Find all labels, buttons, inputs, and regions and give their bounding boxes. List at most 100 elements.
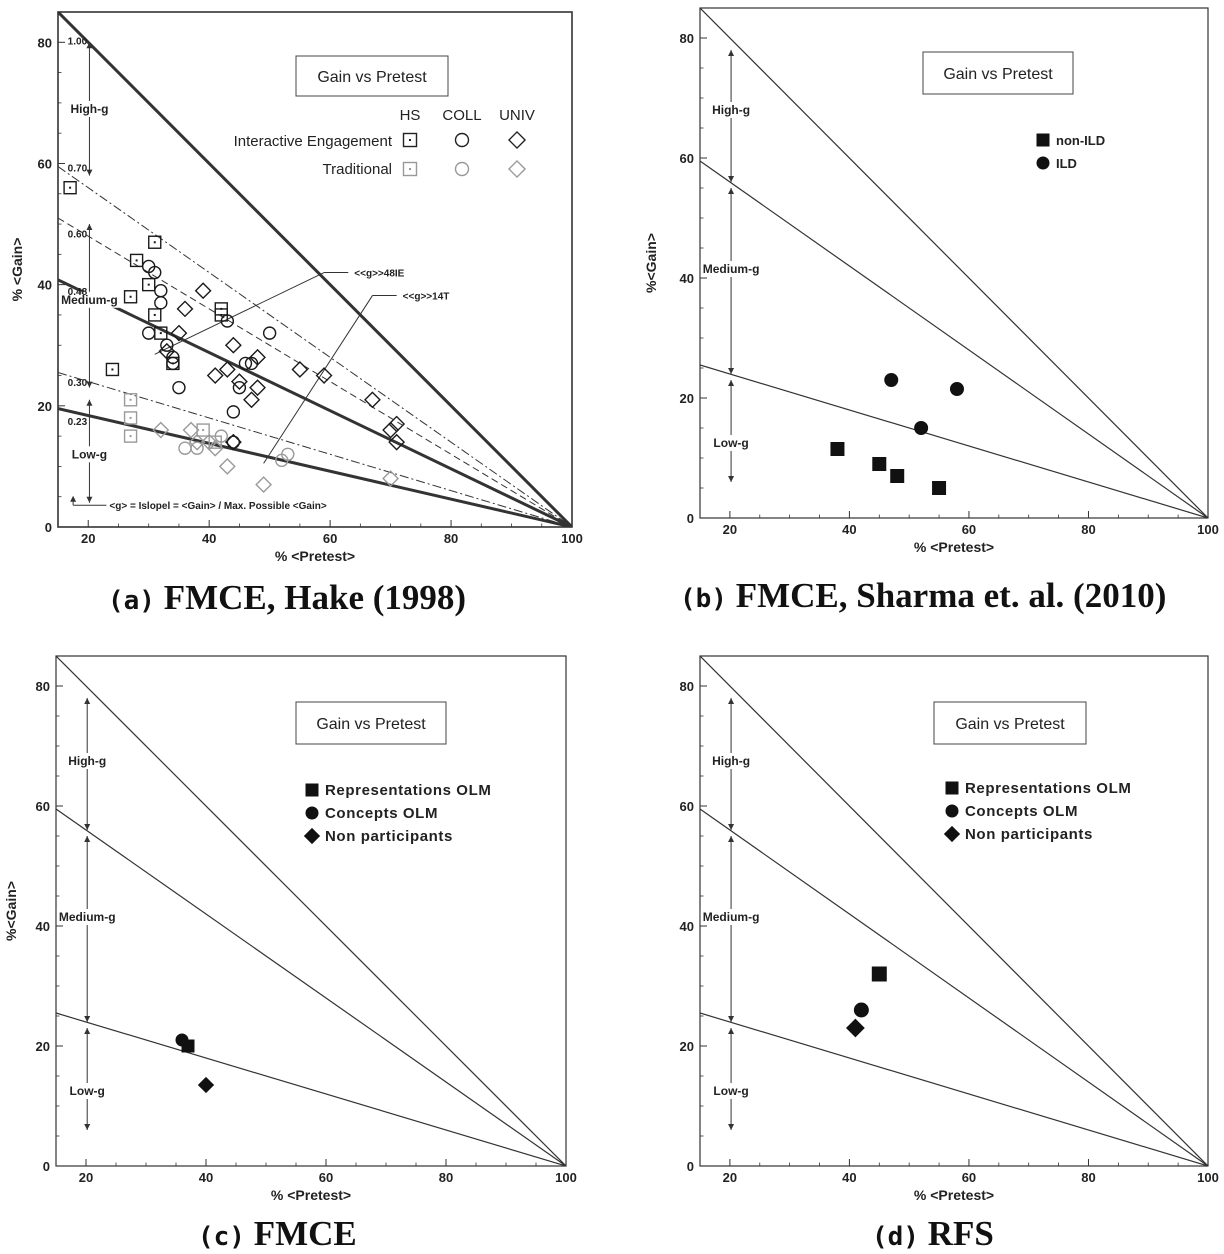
band-arrow-medium-head xyxy=(86,224,93,231)
x-axis-label: % <Pretest> xyxy=(271,1187,351,1203)
y-axis-label: %<Gain> xyxy=(3,881,19,941)
band-arrow-high-head xyxy=(728,698,735,704)
y-tick-label: 40 xyxy=(36,919,50,934)
point-interactive-engagement-coll xyxy=(142,326,156,340)
plot-frame xyxy=(699,655,1209,1167)
y-tick-label: 40 xyxy=(680,919,694,934)
band-label-low: Low-g xyxy=(70,1084,105,1098)
plot-group: 20 40 60 80 100 0 20 40 60 80 % <Pretest> %<Gain> Hi… xyxy=(3,655,577,1203)
point-interactive-engagement-hs-dot xyxy=(159,332,162,335)
plot-frame xyxy=(699,7,1209,519)
band-arrow-high-head xyxy=(84,698,91,704)
g-line xyxy=(56,656,566,1166)
point-interactive-engagement-univ xyxy=(249,379,266,397)
plot-group: 20 40 60 80 100 0 20 40 60 80 % <Pretest> % <Gain> H… xyxy=(9,11,583,564)
point-traditional-coll xyxy=(281,447,295,461)
y-tick-label: 60 xyxy=(680,799,694,814)
y-tick-label: 0 xyxy=(687,511,694,526)
caption-b: (b) FMCE, Sharma et. al. (2010) xyxy=(680,576,1166,616)
x-tick-label: 20 xyxy=(81,531,95,546)
x-tick-label: 60 xyxy=(962,1170,976,1185)
point-interactive-engagement-coll xyxy=(166,350,180,365)
point-interactive-engagement-coll xyxy=(262,326,277,340)
band-arrow-medium-head xyxy=(86,381,93,388)
annotation-leader-48 xyxy=(154,272,325,355)
y-axis-label: % <Gain> xyxy=(9,238,25,302)
band-label-high: High-g xyxy=(712,103,750,117)
slope-note-arrowhead xyxy=(70,495,77,502)
y-tick-label: 20 xyxy=(38,399,52,414)
point-non-participants xyxy=(846,1018,865,1038)
g-line xyxy=(700,808,1208,1166)
band-arrow-low-head xyxy=(728,476,735,482)
y-tick-label: 0 xyxy=(687,1159,694,1174)
annotation-g48: <<g>>48IE xyxy=(354,269,404,280)
y-tick-label: 40 xyxy=(38,278,52,293)
legend-marker-non-participants xyxy=(303,827,321,845)
y-tick-label: 40 xyxy=(680,271,694,286)
band-arrow-low-head xyxy=(86,399,93,406)
caption-b-text: FMCE, Sharma et. al. (2010) xyxy=(735,576,1167,615)
chart-title: Gain vs Pretest xyxy=(316,716,426,733)
plot-group: 20 40 60 80 100 0 20 40 60 80 % <Pretest> %<Gain> Hi… xyxy=(643,7,1219,555)
x-tick-label: 60 xyxy=(323,531,337,546)
band-arrow-low-head xyxy=(86,496,93,503)
band-label-medium: Medium-g xyxy=(703,262,760,276)
y-tick-label: 80 xyxy=(36,679,50,694)
point-concepts-olm xyxy=(853,1002,869,1018)
band-arrow-high-head xyxy=(84,824,91,830)
g-line xyxy=(56,808,566,1166)
legend-marker-concepts-olm xyxy=(305,806,319,820)
legend-marker-ie-square xyxy=(402,132,418,148)
point-traditional-univ xyxy=(255,476,273,494)
y-tick-label: 0 xyxy=(45,520,52,535)
title-frame xyxy=(933,701,1087,745)
chart-a: 20 40 60 80 100 0 20 40 60 80 % <Pretest> % <Gain> H… xyxy=(9,11,583,564)
x-tick-label: 80 xyxy=(439,1170,453,1185)
band-label-bg xyxy=(711,435,751,451)
plot-frame xyxy=(57,11,573,528)
legend-header-coll: COLL xyxy=(442,107,481,124)
band-arrow-medium-head xyxy=(728,188,735,194)
caption-b-tag: (b) xyxy=(680,584,727,614)
point-traditional-hs xyxy=(196,423,210,437)
legend: HS COLL UNIV Interactive Engagement Traditio… xyxy=(234,107,535,179)
point-traditional-univ xyxy=(218,457,236,475)
x-tick-label: 40 xyxy=(202,531,216,546)
caption-d-tag: (d) xyxy=(872,1222,919,1252)
band-label-medium: Medium-g xyxy=(59,910,116,924)
title-box: Gain vs Pretest xyxy=(295,701,447,745)
y-tick-label: 60 xyxy=(680,151,694,166)
point-interactive-engagement-hs-dot xyxy=(135,259,138,262)
point-traditional-univ xyxy=(182,421,200,439)
caption-c-text: FMCE xyxy=(253,1214,357,1253)
point-interactive-engagement-coll xyxy=(220,314,235,328)
g-value-label-070: 0.70 xyxy=(68,163,88,174)
band-label-bg xyxy=(700,261,762,277)
band-arrow-medium-head xyxy=(84,1016,91,1022)
point-interactive-engagement-coll xyxy=(154,284,168,298)
chart-b: 20 40 60 80 100 0 20 40 60 80 % <Pretest> %<Gain> Hi… xyxy=(643,7,1219,555)
point-interactive-engagement-hs xyxy=(63,181,77,195)
g-lines xyxy=(56,656,566,1166)
g-line xyxy=(700,364,1208,518)
point-interactive-engagement-hs-dot xyxy=(153,313,156,316)
point-traditional-hs xyxy=(123,429,138,443)
g-line xyxy=(58,217,572,527)
point-interactive-engagement-univ xyxy=(243,391,260,409)
x-tick-label: 80 xyxy=(444,531,458,546)
point-traditional-univ xyxy=(206,439,224,457)
band-label-low: Low-g xyxy=(713,1084,748,1098)
point-interactive-engagement-univ xyxy=(315,367,333,384)
point-traditional-hs-dot xyxy=(129,416,132,419)
point-interactive-engagement-hs xyxy=(148,235,162,249)
band-arrow-high-head xyxy=(728,50,735,56)
band-label-medium: Medium-g xyxy=(61,293,118,307)
chart-title: Gain vs Pretest xyxy=(943,66,1053,83)
legend: Representations OLM Concepts OLM Non parti… xyxy=(943,780,1131,843)
x-tick-label: 80 xyxy=(1081,522,1095,537)
g-value-label-048: 0.48 xyxy=(68,287,88,298)
point-interactive-engagement-hs-dot xyxy=(220,313,223,316)
band-arrow-low-head xyxy=(728,1124,735,1130)
legend-label-representations-olm: Representations OLM xyxy=(965,780,1131,797)
